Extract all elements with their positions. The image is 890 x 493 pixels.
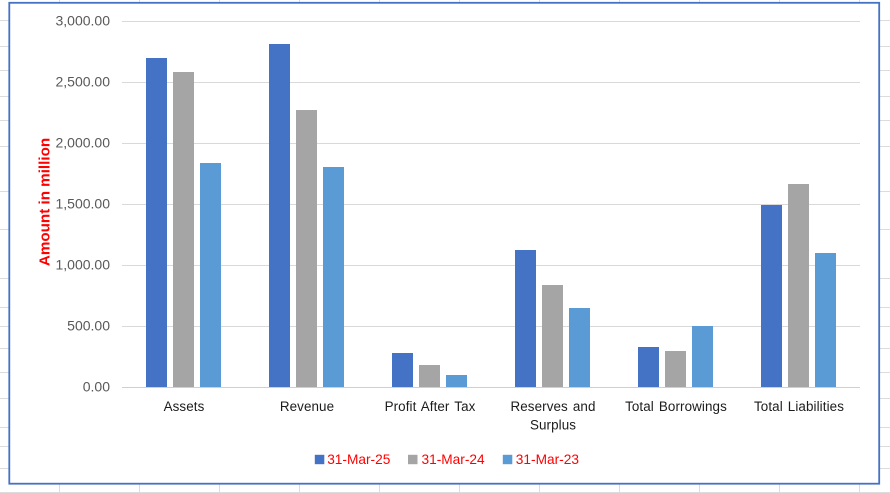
- svg-text:500.00: 500.00: [67, 318, 110, 334]
- svg-text:Total Borrowings: Total Borrowings: [625, 399, 727, 414]
- svg-text:0.00: 0.00: [83, 379, 110, 395]
- svg-text:Amount in million: Amount in million: [37, 138, 54, 266]
- svg-text:Assets: Assets: [164, 399, 205, 414]
- svg-text:Total Liabilities: Total Liabilities: [754, 399, 844, 414]
- svg-text:3,000.00: 3,000.00: [56, 13, 111, 29]
- svg-text:1,000.00: 1,000.00: [56, 257, 111, 273]
- svg-text:31-Mar-25: 31-Mar-25: [327, 452, 391, 467]
- svg-text:Reserves and: Reserves and: [510, 399, 595, 414]
- svg-text:Revenue: Revenue: [280, 399, 334, 414]
- svg-text:31-Mar-23: 31-Mar-23: [516, 452, 580, 467]
- svg-text:31-Mar-24: 31-Mar-24: [422, 452, 486, 467]
- svg-text:2,500.00: 2,500.00: [56, 74, 111, 90]
- svg-text:Profit After Tax: Profit After Tax: [385, 399, 476, 414]
- svg-text:2,000.00: 2,000.00: [56, 135, 111, 151]
- svg-text:1,500.00: 1,500.00: [56, 196, 111, 212]
- svg-text:Surplus: Surplus: [530, 418, 576, 433]
